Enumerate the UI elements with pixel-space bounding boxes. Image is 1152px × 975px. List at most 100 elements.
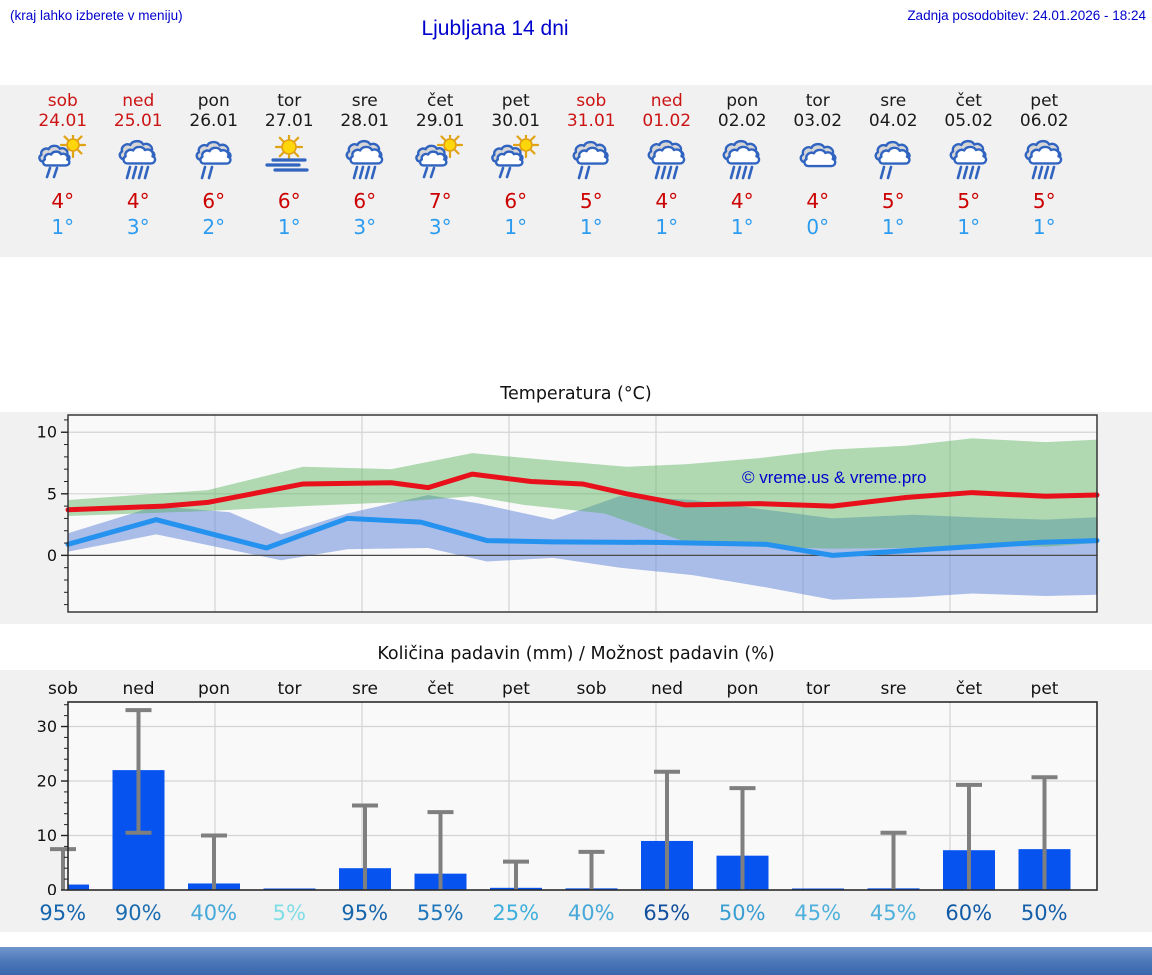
min-temperature-range-band [68, 495, 1097, 600]
weather-icon [554, 135, 630, 185]
day-label: tor [806, 679, 830, 699]
clouds-rain-light-icon [874, 140, 911, 180]
precip-whiskers [50, 708, 1058, 890]
clouds-rain-icon [949, 139, 987, 180]
pop-percent: 5% [272, 901, 306, 925]
day-high-temp: 5° [957, 189, 981, 213]
day-column: sre 04.02 5° 1° [856, 85, 932, 257]
weather-icon [1007, 135, 1083, 185]
day-high-temp: 4° [655, 189, 679, 213]
day-low-temp: 3° [126, 215, 150, 239]
last-updated-label: Zadnja posodobitev: 24.01.2026 - 18:24 [907, 8, 1146, 23]
day-column: čet 29.01 7° 3° [403, 85, 479, 257]
y-axis: 0 10 20 30 [37, 704, 68, 895]
precipitation-probability-row: 95% 90% 40% 5% 95% 55% 25% 40% 65% 50% 45% 45% 60% 50… [0, 895, 1152, 932]
clouds-rain-icon [1024, 139, 1063, 180]
y-tick-label: 10 [37, 826, 57, 845]
day-label: tor [277, 679, 301, 699]
day-label: pon [727, 679, 759, 699]
day-high-temp: 7° [428, 189, 452, 213]
weather-icon [856, 135, 932, 185]
day-name: tor [277, 91, 302, 111]
max-temperature-line [65, 471, 1100, 513]
day-low-temp: 3° [353, 215, 377, 239]
plot-background [68, 702, 1097, 890]
clouds-icon [799, 142, 837, 168]
weather-icon [176, 135, 252, 185]
min-temperature-line [65, 515, 1100, 558]
day-low-temp: 3° [428, 215, 452, 239]
day-name: sre [351, 91, 378, 111]
pop-percent: 40% [567, 901, 615, 925]
sun-cloud-rain-icon [415, 131, 464, 179]
day-high-temp: 5° [579, 189, 603, 213]
plot-border [67, 414, 1098, 613]
clouds-rain-light-icon [195, 140, 232, 180]
day-date: 31.01 [566, 111, 616, 131]
day-column: pet 30.01 6° 1° [478, 85, 554, 257]
sun-fog-icon [265, 132, 309, 172]
day-high-temp: 5° [881, 189, 905, 213]
day-low-temp: 2° [202, 215, 226, 239]
day-high-temp: 4° [730, 189, 754, 213]
pop-percent: 90% [114, 901, 162, 925]
day-label: sre [352, 679, 378, 699]
day-name: pon [726, 91, 759, 111]
pop-percent: 50% [1020, 901, 1068, 925]
day-date: 01.02 [642, 111, 692, 131]
watermark: © vreme.us & vreme.pro [742, 468, 927, 487]
day-column: pon 26.01 6° 2° [176, 85, 252, 257]
weather-icon [478, 131, 554, 185]
temperature-chart-title: Temperatura (°C) [500, 384, 652, 404]
day-high-temp: 6° [202, 189, 226, 213]
day-date: 29.01 [415, 111, 465, 131]
pop-percent: 65% [643, 901, 691, 925]
weather-icon [403, 131, 479, 185]
temperature-chart: 0 5 10 [0, 412, 1152, 624]
pop-percent: 50% [718, 901, 766, 925]
clouds-rain-icon [118, 139, 157, 180]
weather-icon [931, 135, 1007, 185]
day-label: pet [1031, 679, 1059, 699]
day-high-temp: 4° [126, 189, 150, 213]
precip-bar [68, 884, 89, 890]
day-column: pon 02.02 4° 1° [705, 85, 781, 257]
weather-icon [25, 131, 101, 185]
forecast-day-strip: sob 24.01 4° 1° ned 25.01 4° 3° pon 26.01 6° 2° tor 2… [0, 85, 1152, 257]
day-name: pet [1030, 91, 1059, 111]
pop-percent: 95% [39, 901, 87, 925]
clouds-rain-icon [722, 139, 761, 180]
day-label: čet [427, 679, 454, 699]
day-date: 05.02 [944, 111, 994, 131]
day-label: pet [502, 679, 530, 699]
y-axis: 0 5 10 [37, 419, 68, 606]
clouds-rain-icon [647, 139, 685, 180]
day-date: 27.01 [264, 111, 314, 131]
day-date: 25.01 [113, 111, 163, 131]
day-date: 03.02 [793, 111, 843, 131]
y-tick-label: 30 [37, 717, 57, 736]
day-name: tor [805, 91, 830, 111]
y-tick-label: 20 [37, 772, 57, 791]
day-column: tor 27.01 6° 1° [252, 85, 328, 257]
day-label: ned [651, 679, 683, 699]
pop-percent: 25% [492, 901, 540, 925]
weather-icon [101, 135, 177, 185]
day-low-temp: 1° [277, 215, 301, 239]
clouds-rain-light-icon [572, 140, 609, 180]
day-date: 30.01 [491, 111, 541, 131]
day-name: pon [197, 91, 230, 111]
day-date: 26.01 [189, 111, 239, 131]
menu-hint-label: (kraj lahko izberete v meniju) [10, 8, 183, 23]
pop-percent: 40% [190, 901, 238, 925]
day-labels: sob ned pon tor sre čet pet sob ned pon tor sre čet p… [48, 679, 1059, 699]
day-column: ned 01.02 4° 1° [629, 85, 705, 257]
day-name: čet [427, 91, 454, 111]
day-high-temp: 6° [504, 189, 528, 213]
day-label: sob [48, 679, 78, 699]
weather-icon [780, 135, 856, 185]
precip-bars [68, 770, 1071, 890]
day-high-temp: 6° [277, 189, 301, 213]
day-name: sob [47, 91, 78, 111]
